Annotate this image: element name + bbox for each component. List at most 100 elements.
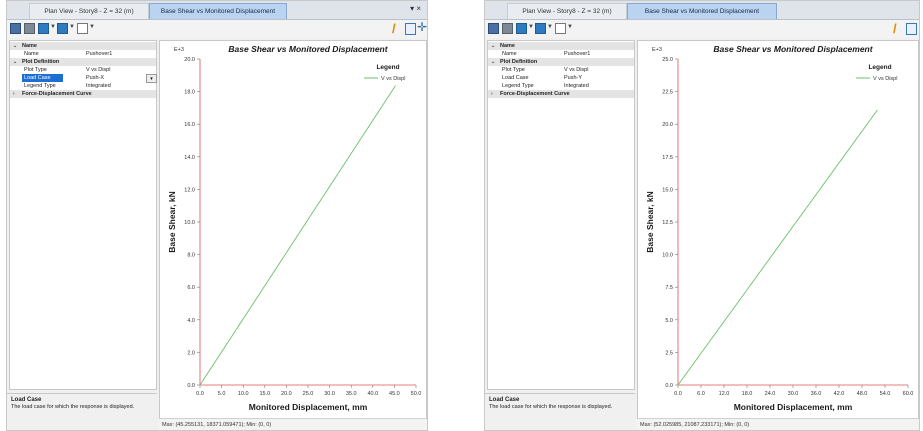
- document-icon[interactable]: [77, 23, 88, 34]
- dropdown-icon[interactable]: ▼: [146, 74, 157, 83]
- x-tick-label: 36.0: [811, 391, 822, 397]
- chart-svg: Base Shear vs Monitored Displacement E+3 0…: [167, 44, 421, 412]
- property-row-load-case[interactable]: Load Case Push-X ▼: [10, 74, 157, 83]
- collapse-icon[interactable]: ⌄: [491, 43, 496, 49]
- collapse-icon[interactable]: ⌄: [13, 59, 18, 65]
- chevron-down-icon[interactable]: ▼: [50, 24, 56, 30]
- category-force-displacement-curve[interactable]: › Force-Displacement Curve: [10, 90, 156, 98]
- document-tab-bar: Plan View - Story8 - Z = 32 (m) Base She…: [485, 1, 919, 20]
- legend-title: Legend: [868, 64, 891, 71]
- pencil-icon[interactable]: /: [893, 21, 897, 36]
- description-separator: [485, 393, 635, 394]
- save-icon[interactable]: [10, 23, 21, 34]
- property-row-plot-type[interactable]: Plot Type V vs Displ: [24, 67, 111, 73]
- x-axis-label: Monitored Displacement, mm: [734, 402, 853, 412]
- tab-base-shear-plot[interactable]: Base Shear vs Monitored Displacement: [149, 3, 287, 19]
- property-row-legend-type[interactable]: Legend Type Integrated: [24, 83, 111, 89]
- chevron-down-icon[interactable]: ▼: [528, 24, 534, 30]
- chart-area: Base Shear vs Monitored Displacement E+3 0…: [637, 40, 919, 420]
- chevron-down-icon[interactable]: ▼: [547, 24, 553, 30]
- properties-grid: ⌄ Name Name Pushover1 ⌄ Plot Definition Plo…: [9, 40, 157, 390]
- table-view-icon[interactable]: [38, 23, 49, 34]
- description-separator: [7, 393, 157, 394]
- x-tick-label: 30.0: [324, 391, 335, 397]
- etabs-panel-left: Plan View - Story8 - Z = 32 (m) Base She…: [6, 0, 428, 431]
- property-row-plot-type[interactable]: Plot Type V vs Displ: [502, 67, 589, 73]
- description-text: The load case for which the response is …: [489, 403, 613, 410]
- y-tick-label: 7.5: [665, 285, 673, 291]
- property-row-load-case[interactable]: Load Case Push-Y: [502, 75, 583, 81]
- y-axis-exponent: E+3: [174, 47, 184, 53]
- chevron-down-icon[interactable]: ▼: [69, 24, 75, 30]
- chevron-down-icon[interactable]: ▼: [567, 24, 573, 30]
- category-name[interactable]: ⌄ Name: [10, 42, 156, 50]
- property-row-legend-type[interactable]: Legend Type Integrated: [502, 83, 589, 89]
- x-tick-label: 40.0: [367, 391, 378, 397]
- y-tick-label: 2.0: [187, 350, 195, 356]
- legend-entry: V vs Displ: [873, 76, 897, 82]
- x-axis-label: Monitored Displacement, mm: [249, 402, 368, 412]
- description-text: The load case for which the response is …: [11, 403, 135, 410]
- x-tick-label: 18.0: [742, 391, 753, 397]
- expand-icon[interactable]: ›: [13, 91, 15, 97]
- category-name[interactable]: ⌄ Name: [488, 42, 634, 50]
- y-tick-label: 16.0: [184, 122, 195, 128]
- grid-icon[interactable]: [535, 23, 546, 34]
- y-axis-exponent: E+3: [652, 47, 662, 53]
- legend-title: Legend: [376, 64, 399, 71]
- collapse-icon[interactable]: ⌄: [13, 43, 18, 49]
- x-tick-label: 10.0: [238, 391, 249, 397]
- property-row-name[interactable]: Name Pushover1: [502, 51, 591, 57]
- expand-icon[interactable]: ›: [491, 91, 493, 97]
- table-view-icon[interactable]: [516, 23, 527, 34]
- pencil-icon[interactable]: /: [392, 21, 396, 36]
- category-plot-definition[interactable]: ⌄ Plot Definition: [488, 58, 634, 66]
- category-force-displacement-curve[interactable]: › Force-Displacement Curve: [488, 90, 634, 98]
- category-plot-definition[interactable]: ⌄ Plot Definition: [10, 58, 156, 66]
- legend-entry: V vs Displ: [381, 76, 405, 82]
- y-axis-label: Base Shear, kN: [645, 191, 655, 252]
- property-row-name[interactable]: Name Pushover1: [24, 51, 113, 57]
- y-tick-label: 25.0: [662, 57, 673, 63]
- x-tick-label: 60.0: [903, 391, 914, 397]
- y-tick-label: 10.0: [184, 220, 195, 226]
- tab-plan-view[interactable]: Plan View - Story8 - Z = 32 (m): [29, 3, 149, 19]
- document-icon[interactable]: [555, 23, 566, 34]
- tab-plan-view[interactable]: Plan View - Story8 - Z = 32 (m): [507, 3, 627, 19]
- x-tick-label: 12.0: [719, 391, 730, 397]
- save-icon[interactable]: [488, 23, 499, 34]
- x-tick-label: 42.0: [834, 391, 845, 397]
- property-description: Load Case The load case for which the re…: [489, 397, 629, 410]
- y-tick-label: 0.0: [665, 383, 673, 389]
- description-title: Load Case: [489, 397, 520, 403]
- x-tick-label: 48.0: [857, 391, 868, 397]
- status-bar: Max: (52.025985, 21087.233171); Min: (0,…: [637, 418, 919, 430]
- chart-title: Base Shear vs Monitored Displacement: [713, 44, 873, 54]
- collapse-icon[interactable]: ⌄: [491, 59, 496, 65]
- chart-svg: Base Shear vs Monitored Displacement E+3 0…: [645, 44, 914, 412]
- export-icon[interactable]: [405, 23, 416, 35]
- series-line-v-vs-displ: [677, 109, 878, 386]
- chart-title: Base Shear vs Monitored Displacement: [228, 44, 388, 54]
- series-line-v-vs-displ: [199, 85, 396, 386]
- move-icon[interactable]: ✛: [417, 20, 428, 34]
- tab-base-shear-plot[interactable]: Base Shear vs Monitored Displacement: [627, 3, 777, 19]
- window-controls[interactable]: ▾ ×: [410, 4, 421, 13]
- export-icon[interactable]: [906, 23, 917, 35]
- status-bar: Max: (45.255131, 18371.059471); Min: (0,…: [159, 418, 427, 430]
- plot-toolbar: ▼ ▼ ▼ / ✛: [7, 20, 427, 38]
- x-tick-label: 54.0: [880, 391, 891, 397]
- grid-icon[interactable]: [57, 23, 68, 34]
- chevron-down-icon[interactable]: ▼: [89, 24, 95, 30]
- chart-area: Base Shear vs Monitored Displacement E+3 0…: [159, 40, 427, 420]
- y-tick-label: 14.0: [184, 155, 195, 161]
- y-tick-label: 4.0: [187, 318, 195, 324]
- print-icon[interactable]: [24, 23, 35, 34]
- y-tick-label: 18.0: [184, 90, 195, 96]
- plot-toolbar: ▼ ▼ ▼ /: [485, 20, 919, 38]
- y-tick-label: 5.0: [665, 318, 673, 324]
- y-tick-label: 20.0: [184, 57, 195, 63]
- y-tick-label: 0.0: [187, 383, 195, 389]
- print-icon[interactable]: [502, 23, 513, 34]
- x-tick-label: 0.0: [674, 391, 682, 397]
